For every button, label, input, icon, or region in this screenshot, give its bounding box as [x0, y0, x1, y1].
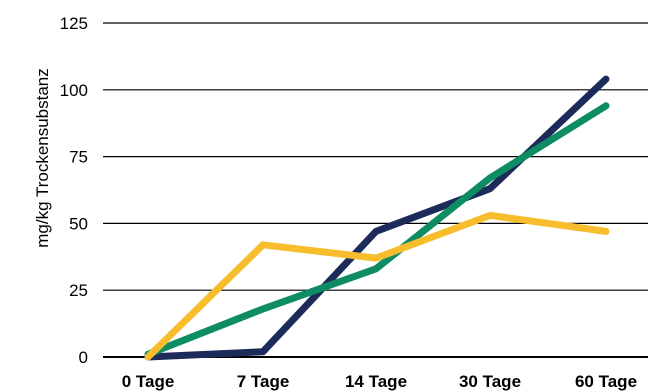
y-tick-label: 25	[69, 281, 88, 300]
x-tick-label: 0 Tage	[122, 372, 175, 391]
y-tick-label: 0	[79, 348, 88, 367]
gridlines	[103, 22, 648, 358]
x-tick-label: 14 Tage	[345, 372, 407, 391]
y-tick-label: 50	[69, 214, 88, 233]
y-axis-title: mg/kg Trockensubstanz	[33, 68, 52, 248]
y-tick-labels: 0 25 50 75 100 125	[60, 14, 88, 367]
series-line-2	[144, 102, 610, 358]
series-line-1	[144, 75, 610, 361]
y-tick-label: 125	[60, 14, 88, 33]
x-tick-label: 30 Tage	[459, 372, 521, 391]
series-line-3	[144, 211, 610, 361]
y-tick-label: 75	[69, 148, 88, 167]
y-tick-label: 100	[60, 81, 88, 100]
x-tick-label: 7 Tage	[237, 372, 290, 391]
x-tick-label: 60 Tage	[575, 372, 637, 391]
x-tick-labels: 0 Tage 7 Tage 14 Tage 30 Tage 60 Tage	[122, 372, 637, 391]
series-lines	[144, 75, 610, 361]
